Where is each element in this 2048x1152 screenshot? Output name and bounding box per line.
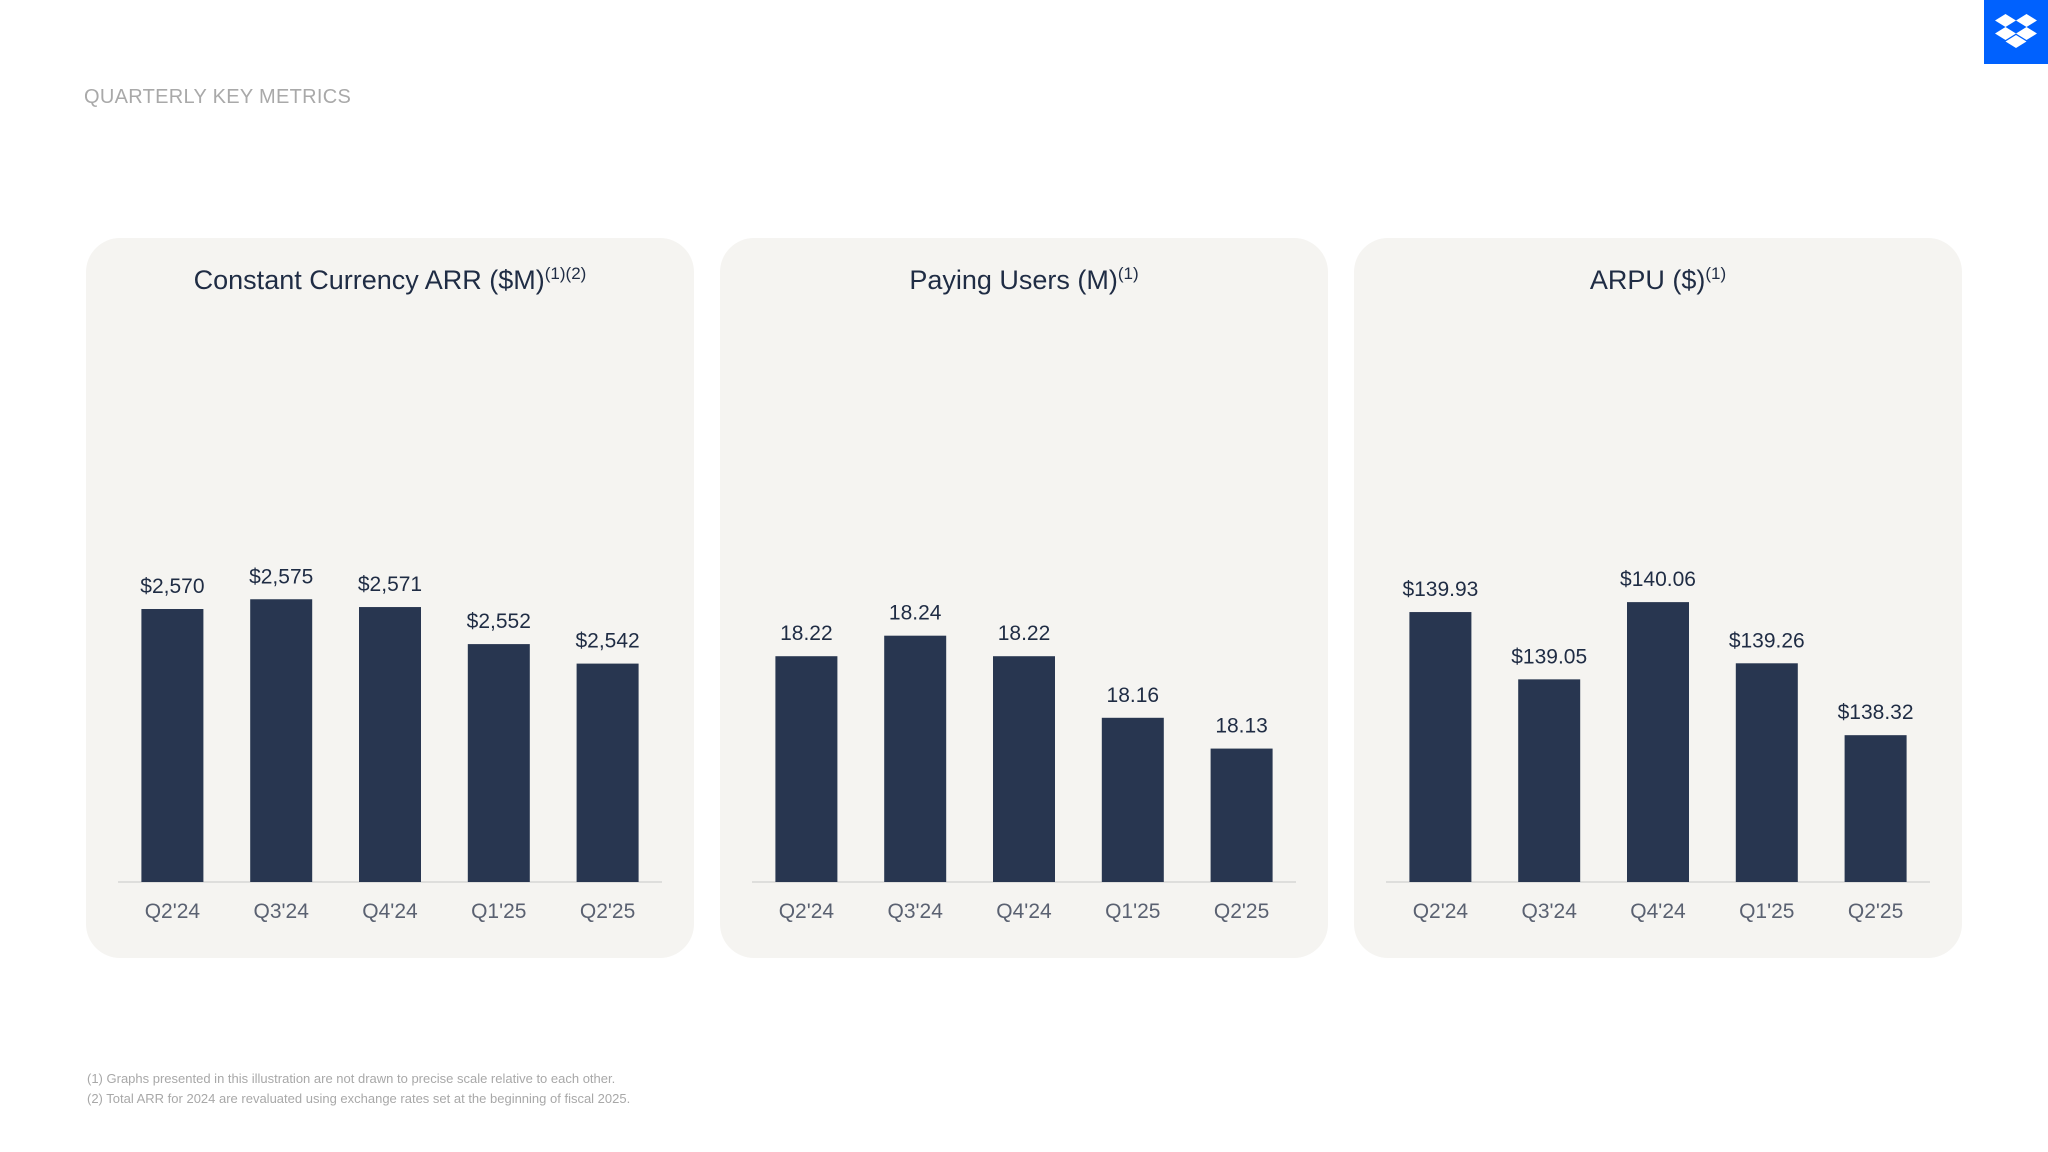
chart-title: Paying Users (M)(1): [720, 264, 1328, 296]
x-tick-label: Q4'24: [1630, 900, 1686, 923]
bar: [576, 663, 639, 882]
x-tick-label: Q2'25: [1214, 900, 1269, 923]
x-tick-label: Q1'25: [1105, 900, 1160, 923]
x-tick-label: Q2'25: [580, 900, 635, 923]
bar: [250, 599, 313, 882]
data-label: $139.26: [1729, 629, 1805, 652]
data-label: $139.93: [1402, 578, 1478, 601]
x-tick-label: Q2'24: [779, 900, 835, 923]
chart-title: Constant Currency ARR ($M)(1)(2): [86, 264, 694, 296]
bar: [1844, 735, 1907, 882]
page-title: QUARTERLY KEY METRICS: [84, 86, 352, 108]
data-label: $2,570: [140, 575, 204, 598]
dropbox-logo-icon: [1995, 14, 2037, 48]
bar: [1409, 612, 1472, 882]
bar: [1627, 602, 1689, 882]
paying-users-bar-chart: 18.22 Q2'24 18.24 Q3'24 18.22 Q4'24 18.16 Q1'25…: [752, 602, 1296, 923]
data-label: $139.05: [1511, 645, 1587, 668]
data-label: $2,575: [249, 565, 313, 588]
footnotes: (1) Graphs presented in this illustratio…: [87, 1069, 630, 1109]
chart-title-text: ARPU ($): [1589, 265, 1706, 295]
dropbox-logo: [1984, 0, 2048, 64]
data-label: $138.32: [1838, 701, 1914, 724]
data-label: $2,571: [358, 573, 422, 596]
x-tick-label: Q2'25: [1848, 900, 1903, 923]
footnote-1: (1) Graphs presented in this illustratio…: [87, 1071, 616, 1086]
x-tick-label: Q2'24: [145, 900, 201, 923]
data-label: $2,542: [575, 630, 639, 653]
arpu-bar-chart: $139.93 Q2'24 $139.05 Q3'24 $140.06 Q4'24 $139…: [1386, 568, 1930, 923]
footnote-2: (2) Total ARR for 2024 are revaluated us…: [87, 1091, 631, 1106]
chart-title-text: Constant Currency ARR ($M): [193, 265, 545, 295]
x-tick-label: Q1'25: [1739, 900, 1794, 923]
data-label: 18.13: [1215, 715, 1268, 738]
data-label: 18.24: [889, 602, 942, 625]
chart-title-footnote-ref: (1): [1117, 264, 1139, 283]
chart-title-text: Paying Users (M): [909, 265, 1118, 295]
x-tick-label: Q1'25: [471, 900, 526, 923]
bar: [1518, 679, 1581, 882]
data-label: $140.06: [1620, 568, 1696, 591]
arr-bar-chart: $2,570 Q2'24 $2,575 Q3'24 $2,571 Q4'24 $2,552 Q…: [118, 565, 662, 923]
chart-title-footnote-ref: (1)(2): [544, 264, 587, 283]
data-label: 18.16: [1107, 684, 1160, 707]
x-tick-label: Q3'24: [1522, 900, 1578, 923]
data-label: $2,552: [467, 610, 531, 633]
data-label: 18.22: [780, 622, 833, 645]
bar: [1210, 748, 1273, 882]
chart-title-footnote-ref: (1): [1705, 264, 1727, 283]
bar: [775, 656, 838, 882]
x-tick-label: Q3'24: [254, 900, 310, 923]
bar: [884, 635, 947, 882]
arpu-chart-panel: ARPU ($)(1) $139.93 Q2'24 $139.05 Q3'24 $140…: [1354, 238, 1962, 958]
x-tick-label: Q4'24: [996, 900, 1052, 923]
bar: [359, 607, 421, 882]
x-tick-label: Q3'24: [888, 900, 944, 923]
bar: [1101, 717, 1164, 882]
paying-users-chart-panel: Paying Users (M)(1) 18.22 Q2'24 18.24 Q3'24…: [720, 238, 1328, 958]
bar: [467, 644, 530, 882]
arr-chart-panel: Constant Currency ARR ($M)(1)(2) $2,570 Q…: [86, 238, 694, 958]
bar: [993, 656, 1055, 882]
x-tick-label: Q4'24: [362, 900, 418, 923]
data-label: 18.22: [998, 622, 1051, 645]
x-tick-label: Q2'24: [1413, 900, 1469, 923]
chart-title: ARPU ($)(1): [1354, 264, 1962, 296]
bar: [1735, 663, 1798, 882]
bar: [141, 609, 204, 882]
